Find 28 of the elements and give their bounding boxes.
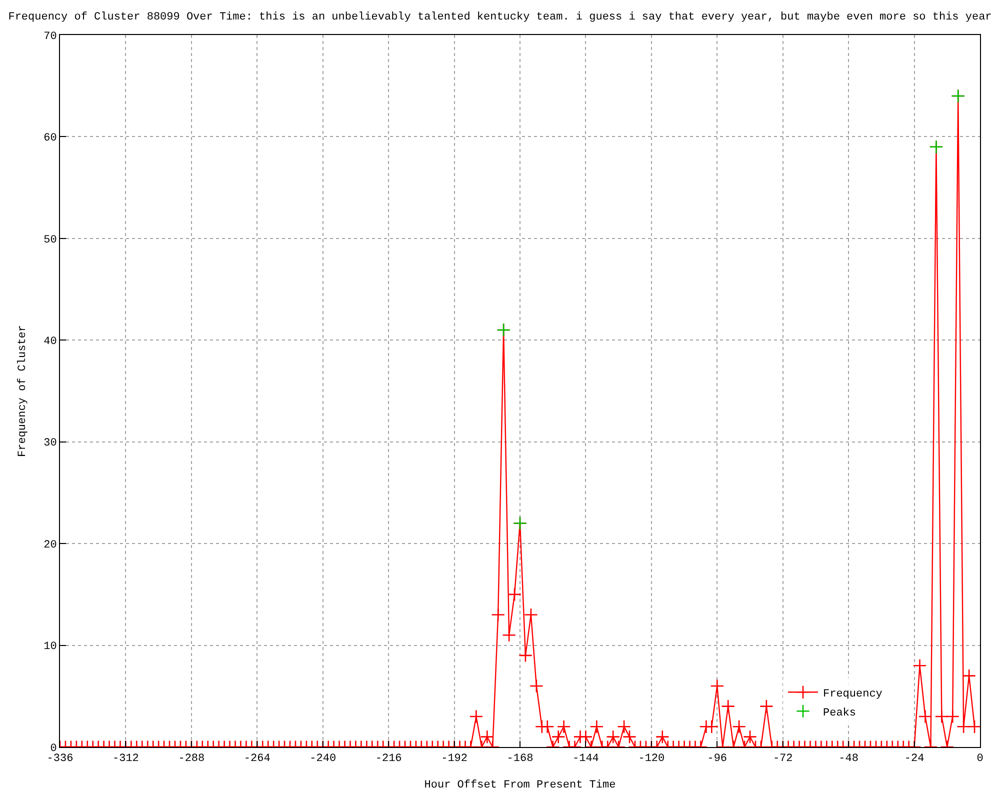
x-tick-label: -48 xyxy=(838,753,858,766)
x-tick-label: -120 xyxy=(638,753,665,766)
x-tick-label: -192 xyxy=(441,753,468,766)
x-tick-label: -312 xyxy=(112,753,139,766)
y-tick-label: 50 xyxy=(44,234,57,246)
y-tick-label: 40 xyxy=(44,336,57,348)
legend-label: Frequency xyxy=(823,688,883,700)
x-tick-label: -144 xyxy=(572,753,600,766)
y-tick-label: 60 xyxy=(44,132,57,145)
x-tick-label: -216 xyxy=(375,753,402,766)
x-tick-label: -240 xyxy=(310,753,336,766)
y-tick-label: 20 xyxy=(44,539,57,552)
legend-label: Peaks xyxy=(823,707,856,720)
y-tick-label: 70 xyxy=(44,30,57,43)
chart-title: Frequency of Cluster 88099 Over Time: this is an unbelievably talented kentucky team. i guess i say that every year, but maybe even more so this year xyxy=(8,12,992,24)
x-tick-label: -288 xyxy=(178,753,205,766)
x-tick-label: -72 xyxy=(772,753,793,766)
y-tick-label: 0 xyxy=(50,742,57,755)
x-axis-title: Hour Offset From Present Time xyxy=(424,779,616,792)
y-tick-label: 30 xyxy=(44,438,57,450)
x-tick-label: -168 xyxy=(506,753,534,766)
x-tick-label: 0 xyxy=(976,753,984,766)
y-axis-title: Frequency of Cluster xyxy=(17,324,30,458)
x-tick-label: -96 xyxy=(707,753,728,766)
x-tick-label: -336 xyxy=(46,753,74,766)
x-tick-label: -24 xyxy=(904,753,925,766)
x-tick-label: -264 xyxy=(244,753,271,766)
y-tick-label: 10 xyxy=(44,641,57,654)
